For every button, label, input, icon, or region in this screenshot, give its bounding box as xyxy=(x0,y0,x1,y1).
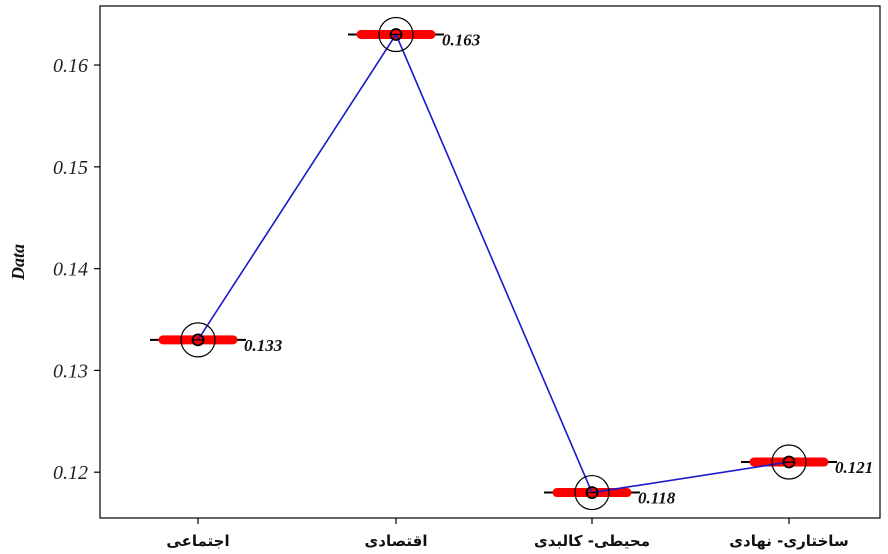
y-tick-label: 0.13 xyxy=(53,360,88,382)
outer-ring-marker xyxy=(771,444,807,480)
y-axis-label: Data xyxy=(8,244,28,281)
series-group: 0.133 0.163 0.118 0.121 xyxy=(150,16,873,511)
plot-frame xyxy=(99,5,881,519)
x-category-label: ساختاری- نهادی xyxy=(729,532,848,550)
y-tick-label: 0.14 xyxy=(53,259,88,281)
data-label: 0.121 xyxy=(835,458,873,477)
x-axis: اجتماعی اقتصادی محیطی- کالبدی ساختاری- نهاد… xyxy=(166,518,849,550)
y-tick-label: 0.16 xyxy=(53,55,88,77)
data-label: 0.133 xyxy=(244,336,283,355)
data-label: 0.163 xyxy=(442,31,481,50)
y-axis: 0.12 0.13 0.14 0.15 0.16 xyxy=(53,55,100,484)
data-label: 0.118 xyxy=(638,489,676,508)
outer-ring-marker xyxy=(574,474,610,511)
y-tick-label: 0.15 xyxy=(53,157,88,179)
series-line xyxy=(197,32,790,494)
x-category-label: محیطی- کالبدی xyxy=(534,532,650,550)
outer-ring-marker xyxy=(180,322,216,358)
outer-ring-marker xyxy=(378,16,414,53)
x-category-label: اجتماعی xyxy=(166,532,229,550)
y-tick-label: 0.12 xyxy=(53,462,88,484)
x-category-label: اقتصادی xyxy=(365,532,428,550)
